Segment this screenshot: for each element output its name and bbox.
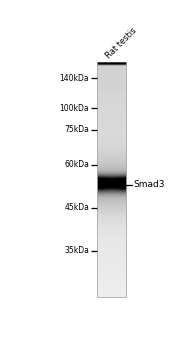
Text: Smad3: Smad3 xyxy=(134,180,165,189)
Text: 60kDa: 60kDa xyxy=(64,160,89,169)
Text: 100kDa: 100kDa xyxy=(60,104,89,113)
Text: 75kDa: 75kDa xyxy=(64,125,89,134)
Text: 140kDa: 140kDa xyxy=(60,74,89,83)
Bar xyxy=(97,65,126,297)
Text: Rat testis: Rat testis xyxy=(104,26,139,61)
Text: 35kDa: 35kDa xyxy=(64,246,89,256)
Text: 45kDa: 45kDa xyxy=(64,203,89,212)
